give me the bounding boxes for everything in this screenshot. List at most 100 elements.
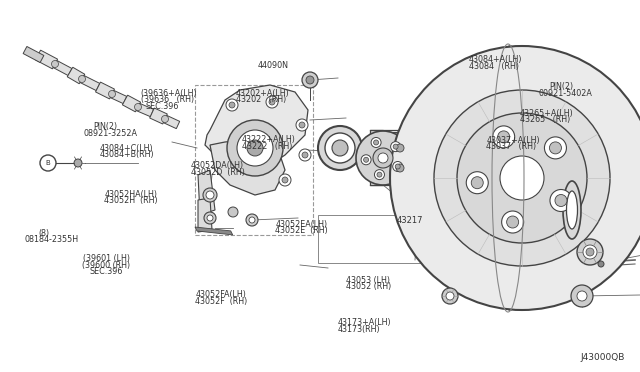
Text: 08184-2355H: 08184-2355H (24, 235, 79, 244)
Circle shape (207, 215, 213, 221)
Circle shape (249, 217, 255, 223)
Circle shape (393, 144, 398, 149)
Circle shape (493, 126, 515, 148)
Polygon shape (163, 115, 180, 129)
Circle shape (396, 144, 404, 152)
Circle shape (364, 157, 369, 162)
Circle shape (377, 172, 382, 177)
Text: 43037+A(LH): 43037+A(LH) (486, 136, 540, 145)
Circle shape (502, 211, 524, 233)
Polygon shape (198, 198, 212, 232)
Text: 43053 (LH): 43053 (LH) (346, 276, 390, 285)
Text: 43052D  (RH): 43052D (RH) (191, 168, 244, 177)
Text: PIN(2): PIN(2) (93, 122, 117, 131)
Polygon shape (150, 108, 167, 124)
Text: 43052EA(LH): 43052EA(LH) (275, 220, 327, 229)
Polygon shape (383, 132, 402, 184)
Polygon shape (205, 85, 308, 170)
Polygon shape (122, 95, 141, 112)
Polygon shape (67, 67, 84, 84)
Circle shape (390, 46, 640, 310)
Circle shape (550, 189, 572, 212)
Polygon shape (53, 61, 72, 76)
Circle shape (237, 130, 273, 166)
Text: SEC.396: SEC.396 (146, 102, 179, 110)
Circle shape (373, 148, 393, 168)
Text: 43084+A(LH): 43084+A(LH) (469, 55, 523, 64)
Text: 43173+A(LH): 43173+A(LH) (338, 318, 392, 327)
Circle shape (507, 216, 518, 228)
Text: PIN(2): PIN(2) (549, 82, 573, 91)
Text: 43202   (RH): 43202 (RH) (236, 95, 286, 104)
Text: 43052DA(LH): 43052DA(LH) (191, 161, 244, 170)
Circle shape (356, 131, 410, 185)
Circle shape (457, 113, 587, 243)
Circle shape (446, 292, 454, 300)
Polygon shape (80, 76, 100, 90)
Circle shape (306, 76, 314, 84)
Circle shape (555, 195, 567, 206)
Circle shape (390, 142, 401, 152)
Circle shape (109, 90, 115, 97)
Text: 43084+C(LH): 43084+C(LH) (99, 144, 153, 153)
Circle shape (396, 164, 400, 169)
Circle shape (296, 119, 308, 131)
Circle shape (318, 126, 362, 170)
Text: 43222   (RH): 43222 (RH) (242, 142, 292, 151)
Circle shape (374, 170, 385, 180)
Text: J43000QB: J43000QB (580, 353, 625, 362)
Text: 43265   (RH): 43265 (RH) (520, 115, 570, 124)
Circle shape (299, 122, 305, 128)
Circle shape (282, 177, 288, 183)
Circle shape (396, 164, 404, 172)
Circle shape (434, 90, 610, 266)
Circle shape (498, 131, 509, 143)
Circle shape (40, 155, 56, 171)
Circle shape (51, 61, 58, 67)
Polygon shape (35, 50, 58, 69)
Text: 43173(RH): 43173(RH) (338, 325, 381, 334)
Text: 43052FA(LH): 43052FA(LH) (195, 291, 246, 299)
Circle shape (206, 191, 214, 199)
Text: 44090N: 44090N (258, 61, 289, 70)
Circle shape (325, 133, 355, 163)
Circle shape (378, 153, 388, 163)
Text: (39636   (RH): (39636 (RH) (141, 95, 194, 104)
Circle shape (269, 99, 275, 105)
Text: 43202+A(LH): 43202+A(LH) (236, 89, 289, 98)
Circle shape (134, 103, 141, 110)
Polygon shape (210, 140, 285, 195)
Text: (39601 (LH): (39601 (LH) (83, 254, 130, 263)
Bar (195, 85, 313, 235)
Circle shape (204, 212, 216, 224)
Polygon shape (370, 130, 383, 185)
Circle shape (545, 137, 566, 159)
Text: 43052 (RH): 43052 (RH) (346, 282, 391, 291)
Text: SEC.396: SEC.396 (90, 267, 123, 276)
Circle shape (442, 288, 458, 304)
Polygon shape (198, 170, 215, 215)
Circle shape (246, 214, 258, 226)
Polygon shape (136, 103, 154, 117)
Circle shape (227, 120, 283, 176)
Circle shape (374, 140, 379, 145)
Text: (39600 (RH): (39600 (RH) (82, 261, 130, 270)
Circle shape (79, 76, 86, 83)
Circle shape (467, 172, 488, 194)
Text: 08921-3252A: 08921-3252A (83, 129, 137, 138)
Circle shape (371, 138, 381, 147)
Circle shape (247, 140, 263, 156)
Circle shape (583, 245, 597, 259)
Circle shape (471, 177, 483, 189)
Circle shape (586, 248, 594, 256)
Text: (8): (8) (38, 229, 49, 238)
Ellipse shape (499, 52, 521, 304)
Circle shape (598, 261, 604, 267)
Text: 43217: 43217 (397, 216, 423, 225)
Circle shape (577, 291, 587, 301)
Polygon shape (110, 90, 127, 104)
Circle shape (299, 149, 311, 161)
Circle shape (393, 161, 403, 171)
Circle shape (577, 239, 603, 265)
Circle shape (361, 155, 371, 165)
